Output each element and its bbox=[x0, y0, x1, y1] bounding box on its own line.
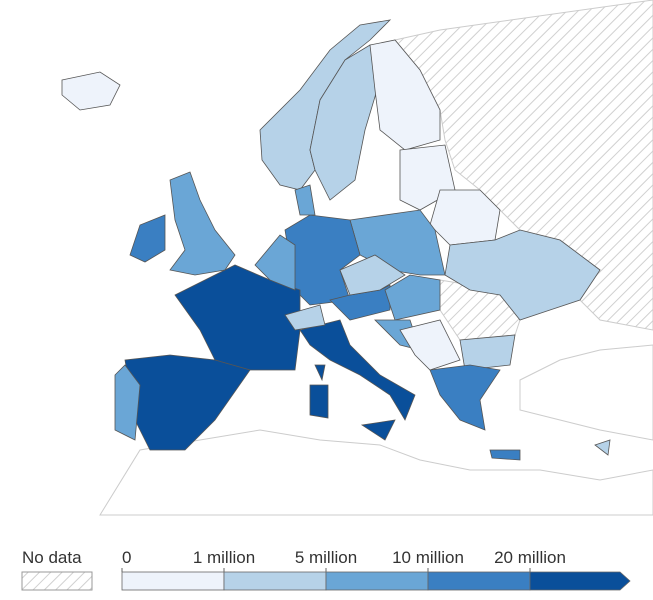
country bbox=[114, 364, 141, 441]
legend-swatch bbox=[427, 571, 531, 591]
country bbox=[174, 264, 301, 371]
legend: No data 0 1 million 5 million 10 million 20 … bbox=[21, 548, 631, 591]
country bbox=[129, 214, 166, 263]
country bbox=[429, 364, 501, 431]
legend-swatch bbox=[121, 571, 225, 591]
country bbox=[309, 384, 329, 419]
legend-tick-label: 1 million bbox=[193, 548, 255, 567]
country bbox=[339, 254, 406, 296]
no-data-swatch bbox=[21, 571, 93, 591]
country bbox=[399, 319, 461, 371]
country bbox=[284, 304, 326, 331]
country bbox=[299, 319, 416, 421]
legend-tick-label: 10 million bbox=[392, 548, 464, 567]
countries bbox=[61, 19, 611, 461]
country bbox=[309, 44, 381, 201]
country bbox=[360, 419, 396, 441]
country bbox=[489, 449, 521, 461]
legend-tick-label: 5 million bbox=[295, 548, 357, 567]
legend-swatch bbox=[325, 571, 429, 591]
legend-swatch bbox=[529, 571, 631, 591]
country bbox=[124, 354, 251, 451]
legend-tick-label: 0 bbox=[122, 548, 131, 567]
country bbox=[369, 39, 441, 151]
country bbox=[444, 229, 601, 321]
no-data-label: No data bbox=[22, 548, 82, 567]
country bbox=[169, 171, 236, 276]
background-land bbox=[99, 0, 653, 516]
country bbox=[254, 234, 296, 291]
country bbox=[294, 184, 316, 216]
country bbox=[61, 71, 121, 111]
country bbox=[459, 334, 516, 371]
country bbox=[314, 364, 326, 382]
legend-tick-label: 20 million bbox=[494, 548, 566, 567]
country bbox=[384, 274, 441, 321]
country bbox=[594, 439, 611, 456]
legend-swatch bbox=[223, 571, 327, 591]
